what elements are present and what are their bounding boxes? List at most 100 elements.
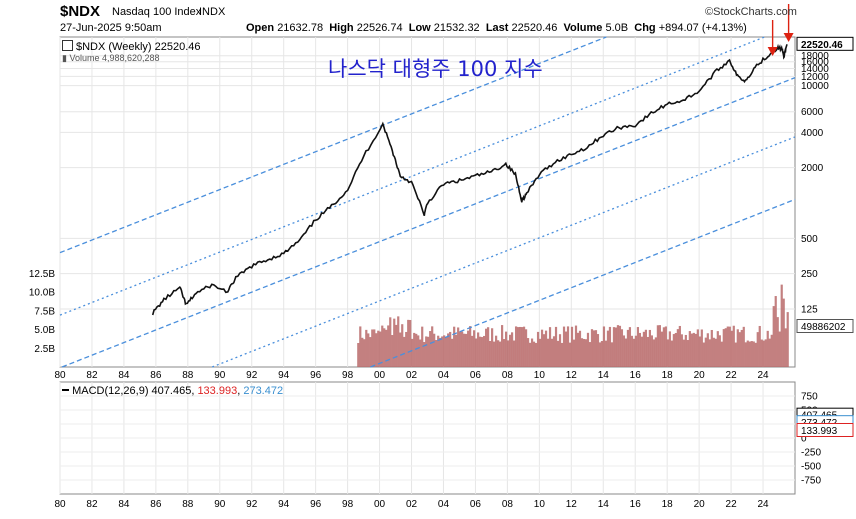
volume-bar [375, 333, 378, 367]
volume-bar [471, 335, 474, 367]
volume-bar [429, 331, 432, 367]
volume-bar [516, 327, 520, 367]
volume-bar [712, 337, 715, 367]
date-stamp: 27-Jun-2025 9:50am [60, 22, 162, 34]
volume-bar [576, 332, 580, 367]
x-tick-label: 10 [534, 370, 546, 381]
last-value-label-box [796, 36, 854, 51]
volume-bar [556, 340, 560, 367]
volume-bar [532, 341, 536, 367]
arrow-head [767, 47, 778, 56]
volume-bar [612, 327, 616, 367]
volume-bar [734, 342, 737, 367]
volume-bar [574, 325, 578, 367]
open-label: Open [246, 22, 275, 34]
volume-bar [732, 325, 735, 367]
volume-bar [606, 330, 610, 367]
volume-bar [742, 326, 745, 367]
x-tick-label: 12 [566, 499, 578, 510]
volume-bar [610, 342, 614, 367]
volume-bar [423, 342, 426, 367]
macd-tick-label: -250 [801, 448, 821, 459]
channel-line [59, 36, 607, 254]
x-tick-label: 94 [278, 499, 290, 510]
volume-bar [682, 339, 685, 367]
channel-line [59, 36, 765, 316]
y-tick-label: 18000 [801, 51, 829, 62]
volume-bar [445, 337, 448, 367]
volume-bar [499, 341, 502, 367]
chg-value: +894.07 (+4.13%) [658, 22, 747, 34]
volume-bar [461, 331, 464, 367]
x-tick-label: 90 [214, 370, 226, 381]
volume-bar [620, 329, 624, 367]
volume-bar [696, 329, 699, 367]
volume-bar [401, 324, 404, 367]
volume-bars [357, 284, 789, 367]
volume-bar [441, 336, 444, 367]
volume-bar [530, 338, 534, 367]
volume-bar [435, 340, 438, 367]
volume-bar [730, 330, 733, 367]
x-tick-label: 08 [502, 370, 514, 381]
volume-bar [379, 331, 382, 367]
volume-bar [664, 326, 667, 367]
x-tick-label: 84 [118, 499, 130, 510]
arrow-head [783, 33, 794, 42]
volume-bar [718, 335, 721, 367]
volume-bar [760, 339, 763, 367]
volume-bar [716, 331, 719, 367]
volume-bar [469, 326, 472, 367]
volume-bar [714, 338, 717, 367]
volume-bar [536, 331, 540, 367]
volume-bar [640, 336, 644, 367]
macd-tick-label: -750 [801, 476, 821, 487]
volume-bar [487, 327, 490, 367]
volume-bar [427, 336, 430, 367]
volume-bar [722, 329, 725, 367]
volume-bar [463, 333, 466, 367]
volume-bar [586, 332, 590, 367]
volume-bar [698, 336, 701, 367]
volume-bar [578, 330, 582, 367]
price-panel-frame [59, 36, 796, 368]
volume-bar [592, 330, 596, 367]
volume-bar [676, 329, 679, 367]
volume-bar [522, 326, 526, 367]
x-tick-label: 12 [566, 370, 578, 381]
last-value-label: 22520.46 [801, 40, 843, 51]
volume-bar [447, 333, 450, 367]
price-legend: $NDX (Weekly) 22520.46 [62, 40, 201, 53]
volume-bar [510, 332, 514, 367]
volume-bar [361, 337, 364, 367]
volume-bar [572, 339, 576, 367]
volume-bar [562, 326, 566, 367]
channel-line [61, 77, 796, 368]
volume-bar [608, 326, 612, 367]
volume-bar [560, 342, 564, 367]
volume-bar [514, 326, 518, 367]
x-tick-label: 16 [630, 499, 642, 510]
y-tick-label: 6000 [801, 107, 824, 118]
volume-bar [409, 319, 412, 367]
channel-line [370, 198, 796, 368]
y-tick-label: 2000 [801, 163, 824, 174]
x-tick-label: 96 [310, 370, 322, 381]
x-tick-label: 92 [246, 370, 258, 381]
volume-bar [702, 342, 705, 367]
x-tick-label: 98 [342, 370, 354, 381]
x-tick-label: 02 [406, 370, 418, 381]
y-tick-label: 16000 [801, 57, 829, 68]
x-tick-label: 08 [502, 499, 514, 510]
macd-value-3: 273.472 [243, 385, 284, 397]
volume-bar [648, 329, 651, 367]
x-tick-label: 16 [630, 370, 642, 381]
volume-bar [411, 338, 414, 367]
volume-bar [371, 329, 374, 367]
volume-bar [425, 336, 428, 367]
volume-bar [477, 332, 480, 367]
macd-legend-dash [62, 389, 69, 391]
ticker-symbol: $NDX [60, 3, 101, 20]
macd-label-3-box [796, 422, 854, 437]
volume-bar [752, 341, 755, 367]
